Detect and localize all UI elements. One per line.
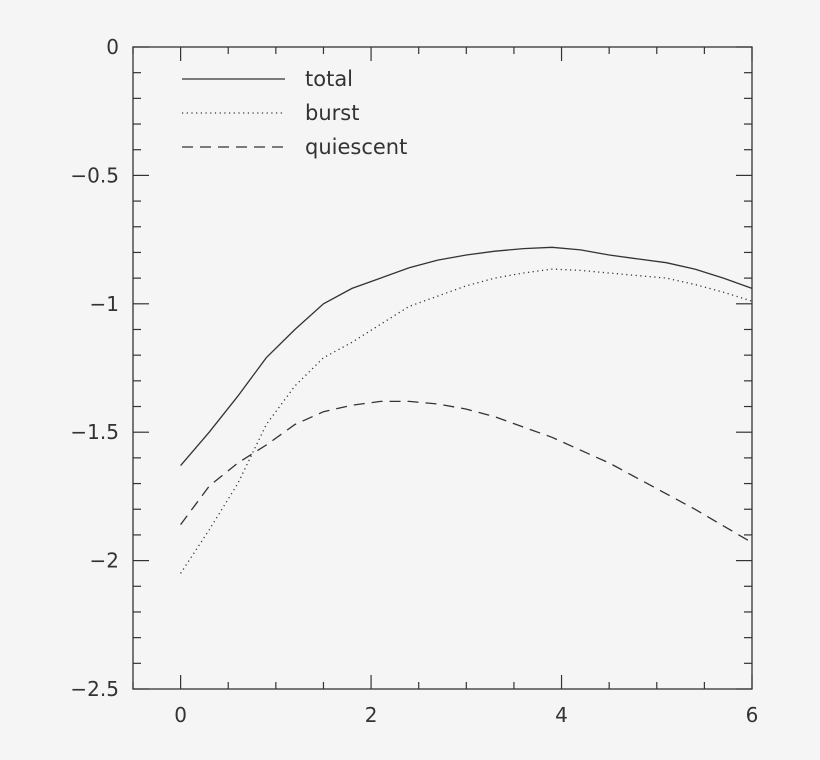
legend-label-quiescent: quiescent xyxy=(305,135,407,159)
axis-tick-labels: 0 2 4 6 0 −0.5 −1 −1.5 −2 −2.5 xyxy=(70,35,758,727)
y-tick-label: −1 xyxy=(90,292,119,316)
y-tick-label: 0 xyxy=(106,35,119,59)
x-tick-label: 2 xyxy=(365,703,378,727)
series-line-burst xyxy=(180,268,753,574)
y-tick-label: −2.5 xyxy=(70,677,119,701)
series-line-quiescent xyxy=(180,400,753,544)
plot-frame xyxy=(132,46,753,690)
series-lines xyxy=(180,246,753,574)
y-tick-label: −2 xyxy=(90,549,119,573)
x-tick-label: 4 xyxy=(555,703,568,727)
y-tick-label: −0.5 xyxy=(70,163,119,187)
axis-ticks xyxy=(132,46,753,690)
series-line-total xyxy=(180,246,753,467)
legend-label-burst: burst xyxy=(305,101,359,125)
legend-label-total: total xyxy=(305,67,353,91)
x-tick-label: 6 xyxy=(746,703,759,727)
y-tick-label: −1.5 xyxy=(70,420,119,444)
x-tick-label: 0 xyxy=(174,703,187,727)
legend: total burst quiescent xyxy=(182,67,407,159)
